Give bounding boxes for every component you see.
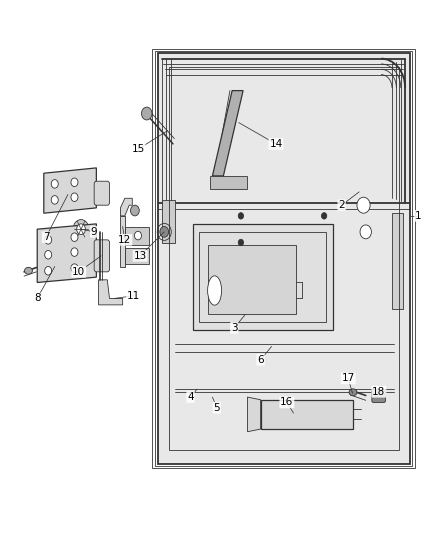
- Circle shape: [134, 252, 141, 260]
- Text: 16: 16: [280, 398, 293, 407]
- Ellipse shape: [208, 276, 222, 305]
- Text: 1: 1: [415, 211, 422, 221]
- Text: 13: 13: [134, 251, 147, 261]
- Text: 6: 6: [257, 355, 264, 365]
- Circle shape: [71, 248, 78, 256]
- Text: 15: 15: [131, 144, 145, 154]
- Circle shape: [394, 255, 400, 262]
- Circle shape: [51, 196, 58, 204]
- Circle shape: [321, 213, 327, 219]
- Circle shape: [71, 233, 78, 241]
- Text: 3: 3: [231, 323, 238, 333]
- Text: 9: 9: [91, 227, 98, 237]
- FancyBboxPatch shape: [94, 240, 110, 272]
- Circle shape: [238, 239, 244, 246]
- Bar: [193, 224, 333, 330]
- Circle shape: [45, 266, 52, 275]
- FancyBboxPatch shape: [94, 181, 110, 205]
- Circle shape: [238, 213, 244, 219]
- Circle shape: [141, 107, 152, 120]
- Text: 5: 5: [213, 403, 220, 413]
- Polygon shape: [99, 280, 123, 305]
- Ellipse shape: [349, 389, 357, 395]
- Polygon shape: [210, 176, 247, 189]
- Circle shape: [394, 287, 400, 294]
- Circle shape: [51, 180, 58, 188]
- Circle shape: [45, 251, 52, 259]
- Bar: [208, 245, 296, 314]
- Circle shape: [71, 193, 78, 201]
- Bar: [125, 248, 149, 264]
- Circle shape: [360, 225, 371, 239]
- Text: 11: 11: [127, 291, 140, 301]
- Polygon shape: [158, 53, 410, 464]
- Polygon shape: [120, 198, 132, 216]
- Circle shape: [357, 197, 370, 213]
- Text: 14: 14: [269, 139, 283, 149]
- Circle shape: [160, 227, 169, 237]
- Circle shape: [71, 178, 78, 187]
- Bar: [125, 227, 149, 245]
- Circle shape: [45, 236, 52, 244]
- Circle shape: [394, 239, 400, 246]
- Bar: [162, 200, 175, 243]
- Bar: [392, 213, 403, 309]
- Text: 12: 12: [118, 235, 131, 245]
- Polygon shape: [44, 168, 96, 213]
- Circle shape: [134, 231, 141, 240]
- Circle shape: [73, 220, 89, 239]
- Polygon shape: [247, 397, 261, 432]
- Bar: [199, 232, 326, 322]
- Polygon shape: [37, 224, 96, 282]
- Text: 17: 17: [342, 374, 355, 383]
- Circle shape: [71, 264, 78, 272]
- Polygon shape: [212, 91, 243, 176]
- Circle shape: [77, 224, 85, 235]
- Polygon shape: [120, 216, 125, 266]
- Circle shape: [131, 205, 139, 216]
- Text: 10: 10: [72, 267, 85, 277]
- Text: 4: 4: [187, 392, 194, 402]
- FancyBboxPatch shape: [372, 390, 385, 402]
- Text: 7: 7: [42, 232, 49, 242]
- Ellipse shape: [25, 268, 32, 274]
- Circle shape: [394, 271, 400, 278]
- Polygon shape: [261, 400, 353, 429]
- Text: 18: 18: [372, 387, 385, 397]
- Text: 8: 8: [34, 294, 41, 303]
- Text: 2: 2: [338, 200, 345, 210]
- Bar: [169, 67, 399, 450]
